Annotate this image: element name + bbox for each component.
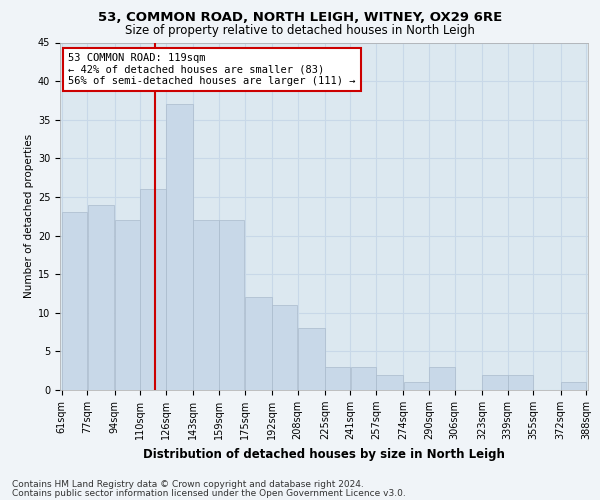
Text: 53 COMMON ROAD: 119sqm
← 42% of detached houses are smaller (83)
56% of semi-det: 53 COMMON ROAD: 119sqm ← 42% of detached… bbox=[68, 53, 355, 86]
Bar bbox=[193, 220, 218, 390]
Bar bbox=[245, 298, 272, 390]
Bar bbox=[508, 374, 533, 390]
Text: Contains public sector information licensed under the Open Government Licence v3: Contains public sector information licen… bbox=[12, 488, 406, 498]
Bar bbox=[166, 104, 193, 390]
Bar bbox=[298, 328, 325, 390]
Bar bbox=[376, 374, 403, 390]
Bar bbox=[430, 367, 455, 390]
Text: Size of property relative to detached houses in North Leigh: Size of property relative to detached ho… bbox=[125, 24, 475, 37]
Text: 53, COMMON ROAD, NORTH LEIGH, WITNEY, OX29 6RE: 53, COMMON ROAD, NORTH LEIGH, WITNEY, OX… bbox=[98, 11, 502, 24]
Text: Contains HM Land Registry data © Crown copyright and database right 2024.: Contains HM Land Registry data © Crown c… bbox=[12, 480, 364, 489]
Bar bbox=[115, 220, 140, 390]
Bar bbox=[351, 367, 376, 390]
Bar bbox=[561, 382, 586, 390]
Y-axis label: Number of detached properties: Number of detached properties bbox=[23, 134, 34, 298]
Bar bbox=[88, 204, 115, 390]
Bar bbox=[62, 212, 87, 390]
Bar bbox=[219, 220, 244, 390]
Bar bbox=[140, 189, 166, 390]
X-axis label: Distribution of detached houses by size in North Leigh: Distribution of detached houses by size … bbox=[143, 448, 505, 460]
Bar bbox=[482, 374, 508, 390]
Bar bbox=[272, 305, 297, 390]
Bar bbox=[325, 367, 350, 390]
Bar bbox=[404, 382, 429, 390]
